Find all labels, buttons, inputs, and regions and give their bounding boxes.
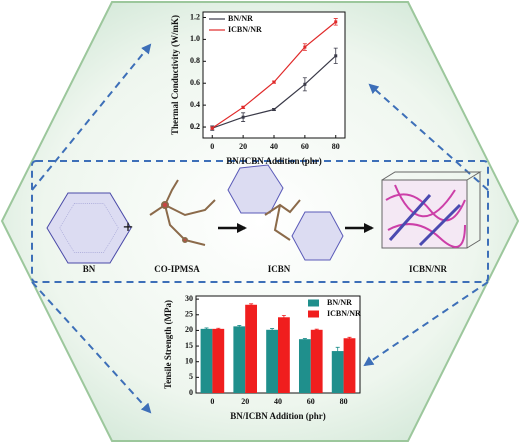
legend-swatch [308,299,319,307]
x-axis-label: BN/ICBN Addition (phr) [230,411,326,421]
x-tick-label: 20 [241,397,249,406]
y-axis-label: Tensile Strength (MPa) [163,300,173,389]
bar [278,317,290,393]
x-tick-label: 40 [270,142,278,151]
data-point [272,108,276,112]
legend-label: ICBN/NR [228,25,262,34]
y-axis-label: Thermal Conductivity (W/mK) [170,15,180,135]
legend-label: BN/NR [327,298,352,307]
y-tick-label: 5 [189,372,193,381]
bar [266,329,278,393]
x-tick-label: 80 [340,397,348,406]
scheme-label: CO-IPMSA [154,264,200,274]
x-tick-label: 20 [239,142,247,151]
y-tick-label: 1.0 [190,34,200,43]
arrow [363,281,489,367]
scheme-label: + [123,217,133,237]
icbn-nr-cube [381,171,482,249]
y-tick-label: 0 [189,388,193,397]
bar [310,329,323,393]
y-tick-label: 15 [185,341,193,350]
bn-sheet [46,192,132,264]
bar [245,304,258,393]
error-bar [270,328,275,332]
icbn-sheets [227,164,344,261]
y-tick-label: 1.2 [190,12,200,21]
y-tick-label: 10 [185,357,193,366]
legend-label: BN/NR [228,14,253,23]
y-tick-label: 20 [185,325,193,334]
x-tick-label: 60 [301,142,309,151]
bar [331,351,344,393]
y-tick-label: 0.8 [190,56,200,65]
error-bar [216,327,221,330]
data-point [241,115,245,119]
x-tick-label: 0 [210,142,214,151]
data-point [334,20,338,24]
bar [233,326,246,393]
plot-area [202,11,346,139]
x-tick-label: 40 [274,397,282,406]
y-tick-label: 0.6 [190,78,200,87]
arrow [31,281,152,414]
co-ipmsa-molecule [149,179,216,246]
x-tick-label: 60 [307,397,315,406]
legend-label: ICBN/NR [327,309,361,318]
scheme-label: BN [83,264,96,274]
scheme-box [31,160,489,283]
x-tick-label: 0 [210,397,214,406]
x-axis-label: BN/ICBN Addition (phr) [226,156,322,166]
data-point [303,45,307,49]
y-tick-label: 0.2 [190,122,200,131]
scheme-label: ICBN [268,264,291,274]
error-bar [335,346,340,355]
error-bar [249,303,254,306]
bar [200,328,213,393]
bar [212,328,225,393]
bar [343,338,356,393]
error-bar [237,325,242,328]
legend-swatch [308,310,319,318]
x-tick-label: 80 [332,142,340,151]
y-tick-label: 30 [185,294,193,303]
y-tick-label: 25 [185,310,193,319]
data-point [303,82,307,86]
y-tick-label: 0.4 [190,100,200,109]
error-bar [347,336,352,340]
y-tick-label: 0.2 [190,122,200,131]
error-bar [302,338,307,340]
error-bar [204,327,209,330]
error-bar [281,315,286,320]
data-point [241,105,245,109]
error-bar [314,328,319,331]
data-point [334,54,338,58]
bar [298,339,311,393]
data-point [272,80,276,84]
scheme-label: ICBN/NR [409,264,448,274]
data-point [210,126,214,130]
